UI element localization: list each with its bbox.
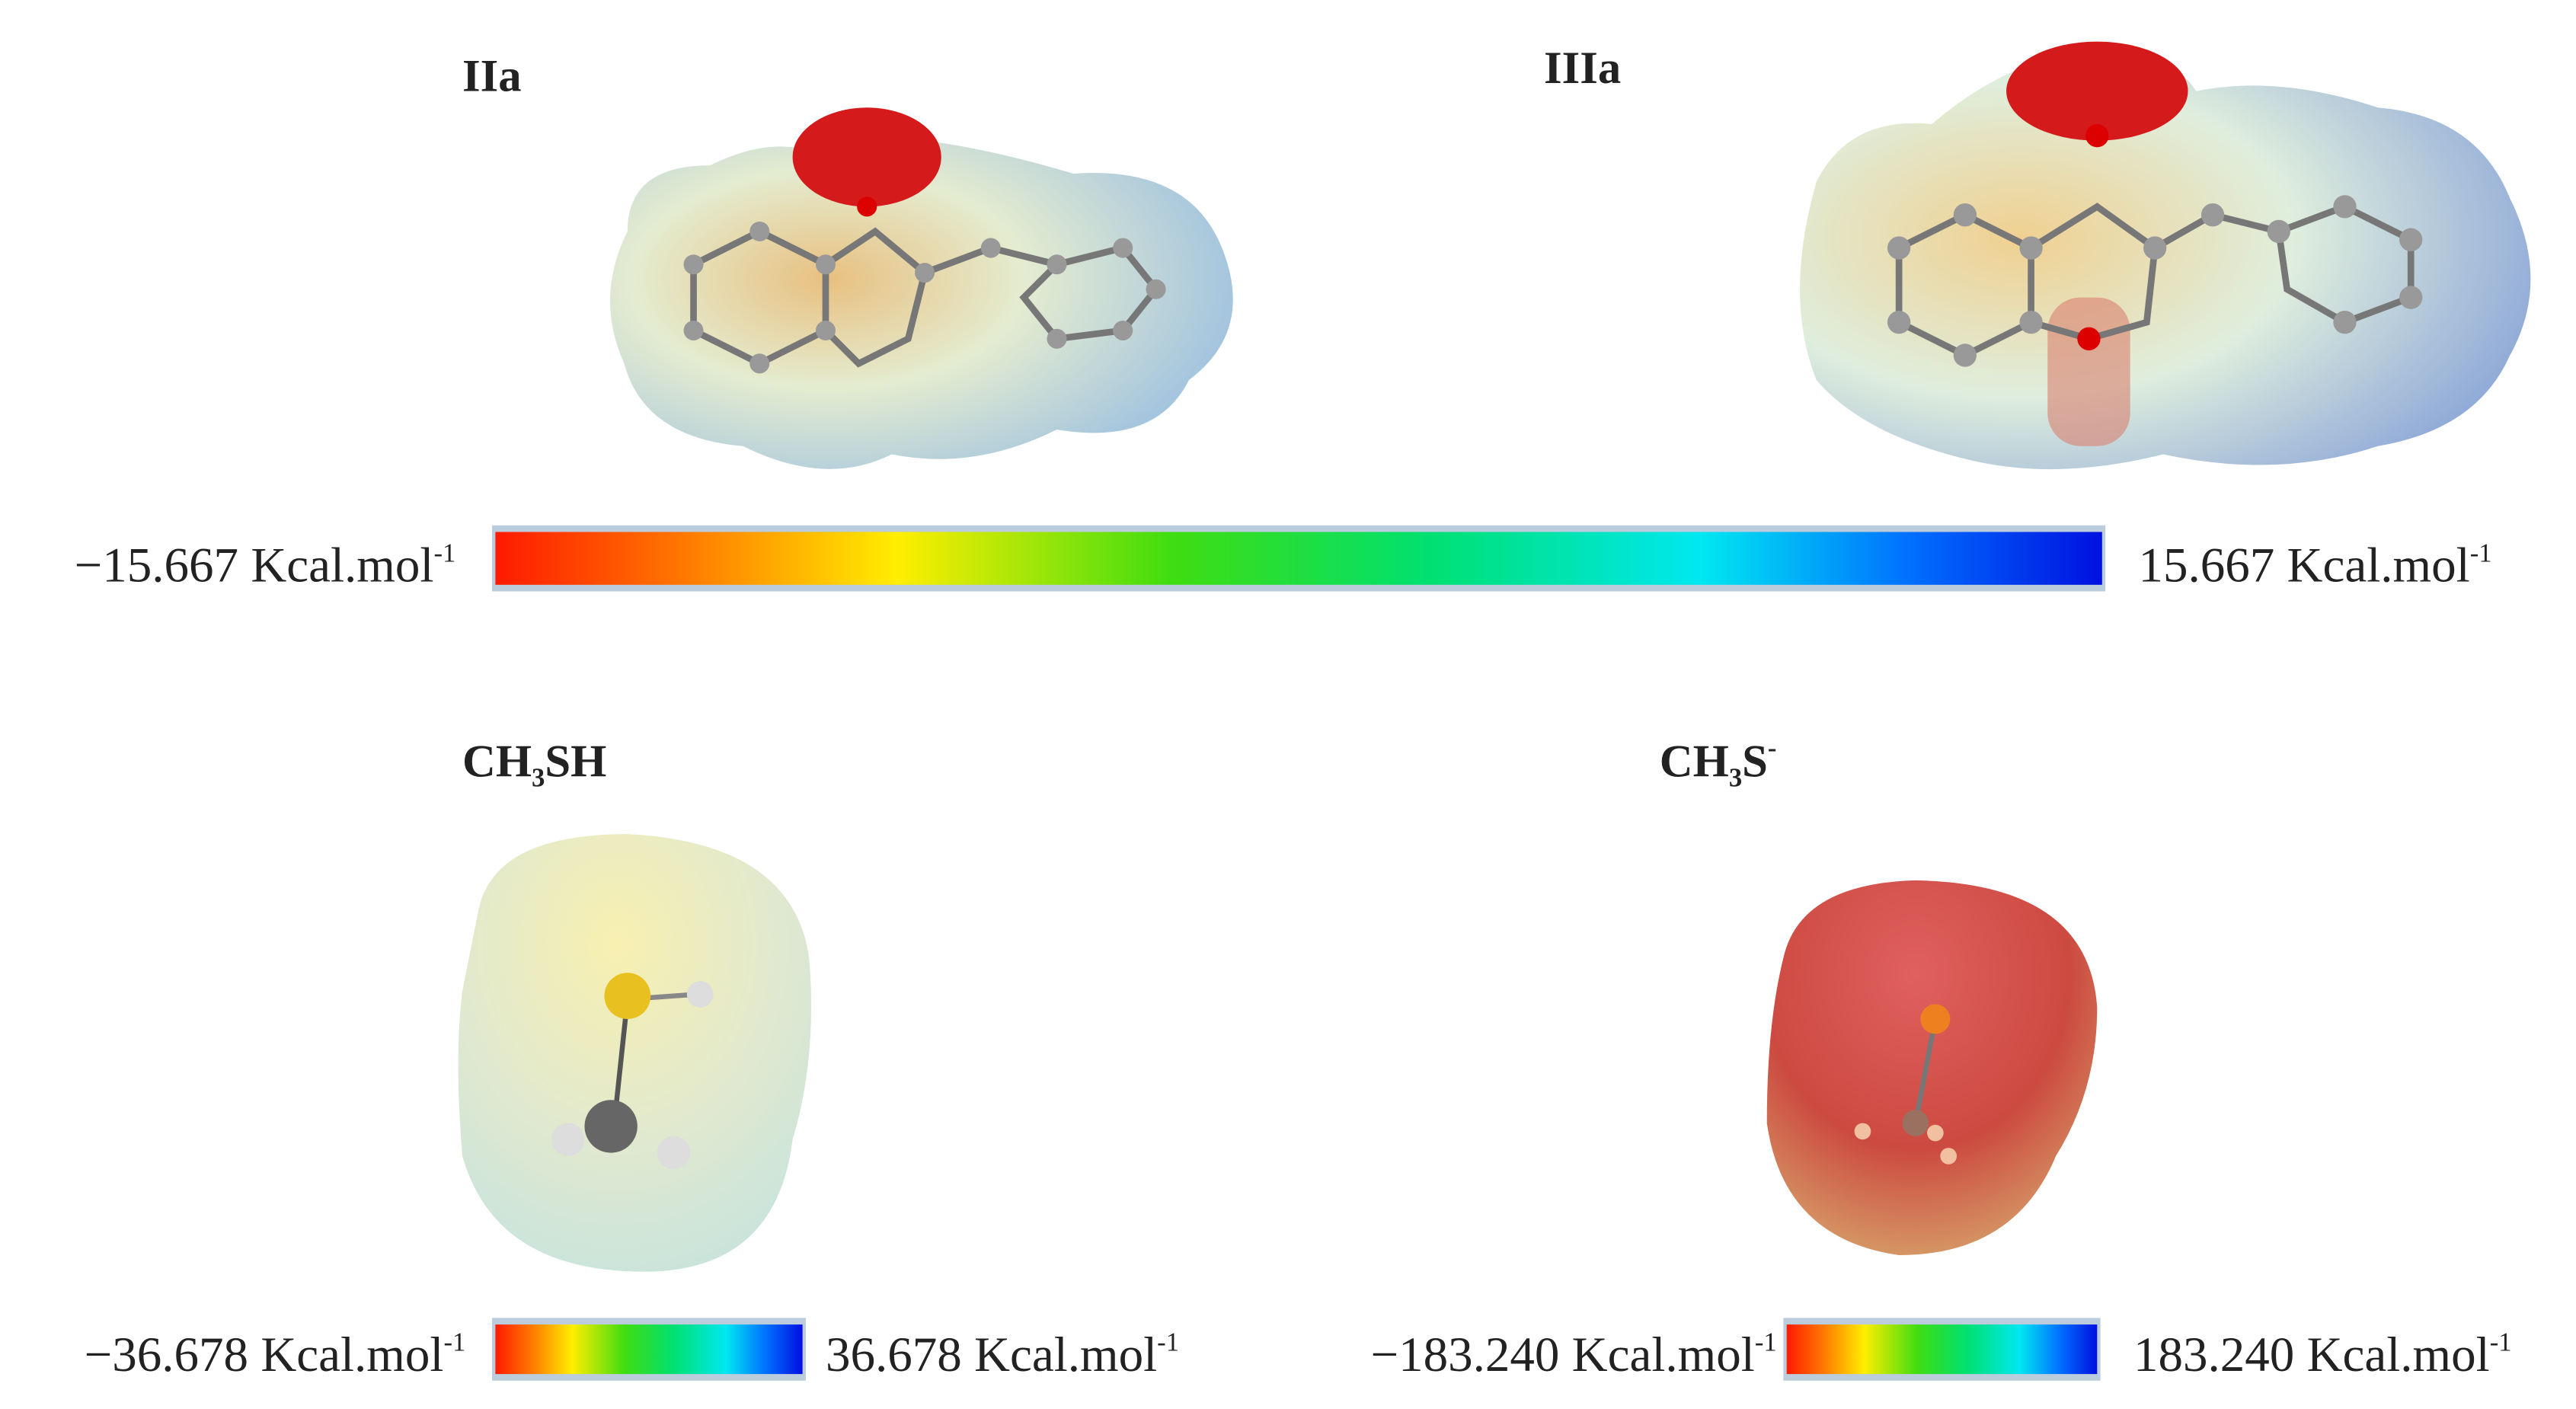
color-scale [492, 525, 2106, 1381]
molecule-iia [610, 107, 1233, 469]
label-part: CH [1660, 736, 1729, 787]
molecule-label: CH3S- [1660, 733, 1777, 792]
scale-min: −36.678 Kcal.mol-1 [85, 1328, 466, 1382]
value: 15.667 [2138, 538, 2274, 593]
value: 183.240 [2133, 1328, 2294, 1382]
unit-power: -1 [443, 1328, 465, 1357]
scale-max: 183.240 Kcal.mol-1 [2133, 1328, 2512, 1382]
unit: Kcal.mol [974, 1328, 1157, 1382]
unit-power: -1 [1755, 1328, 1777, 1357]
unit-power: -1 [433, 538, 455, 567]
label-sup: - [1768, 733, 1777, 762]
molecule-ch3sh [458, 834, 812, 1272]
scale-min: −183.240 Kcal.mol-1 [1370, 1328, 1776, 1382]
unit-power: -1 [2470, 538, 2492, 567]
label-part: CH [462, 736, 532, 787]
molecule-label: IIa [462, 51, 522, 102]
unit: Kcal.mol [2307, 1328, 2490, 1382]
value: −36.678 [85, 1328, 248, 1382]
label-part: SH [545, 736, 606, 787]
unit: Kcal.mol [251, 538, 433, 593]
scale-min: −15.667 Kcal.mol-1 [75, 538, 456, 593]
label-sub: 3 [532, 762, 545, 792]
unit-power: -1 [2490, 1328, 2512, 1357]
scale-max: 36.678 Kcal.mol-1 [826, 1328, 1179, 1382]
unit: Kcal.mol [1572, 1328, 1755, 1382]
molecule-label: CH3SH [462, 736, 606, 792]
value: 36.678 [826, 1328, 962, 1382]
molecule-iiia [1800, 41, 2531, 470]
scale-max: 15.667 Kcal.mol-1 [2138, 538, 2491, 593]
label-part: S [1742, 736, 1768, 787]
label-sub: 3 [1729, 762, 1742, 792]
unit: Kcal.mol [2287, 538, 2470, 593]
value: −183.240 [1370, 1328, 1559, 1382]
unit: Kcal.mol [260, 1328, 443, 1382]
molecule-label: IIIa [1544, 43, 1621, 94]
molecule-ch3s-anion [1766, 880, 2098, 1256]
unit-power: -1 [1157, 1328, 1179, 1357]
value: −15.667 [75, 538, 238, 593]
